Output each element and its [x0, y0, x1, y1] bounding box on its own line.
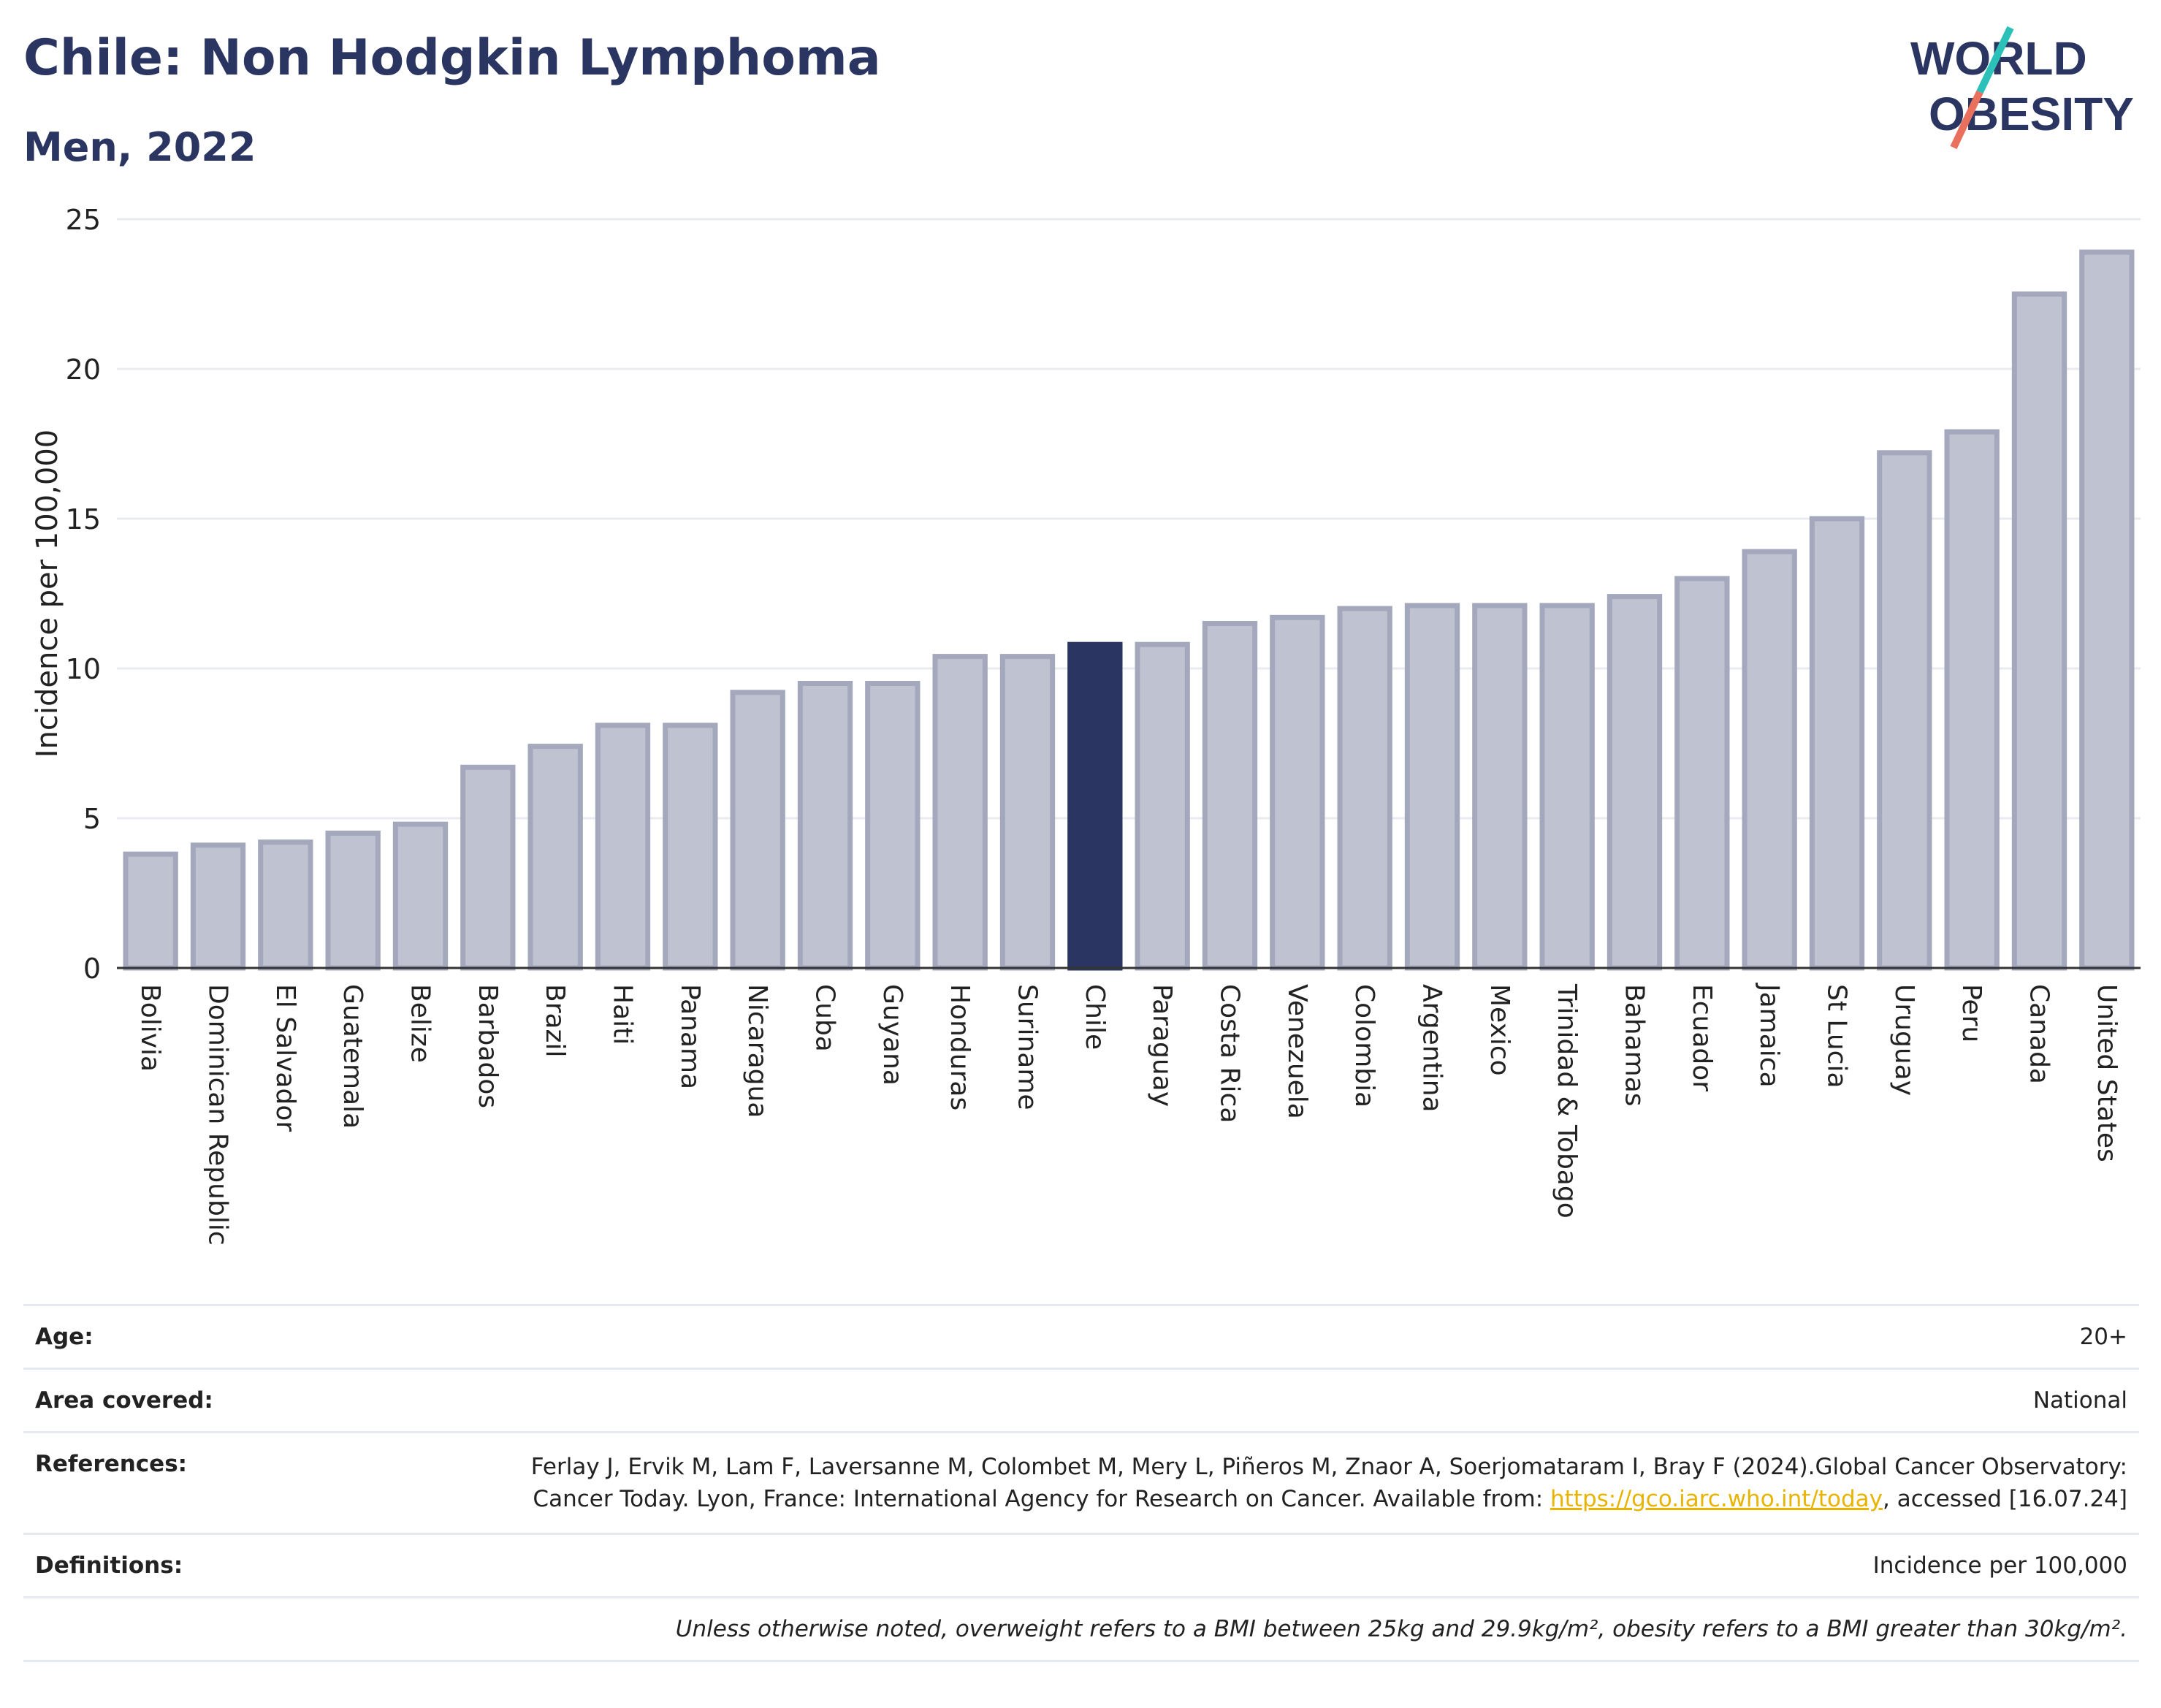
x-tick-labels: Bolivia Dominican Republic El Salvador Guat…: [135, 983, 2122, 1246]
x-tick-label: Peru: [1956, 984, 1986, 1042]
bar-venezuela[interactable]: [1270, 614, 1325, 971]
x-tick-label: Bolivia: [135, 984, 165, 1072]
references-link[interactable]: https://gco.iarc.who.int/today: [1550, 1486, 1883, 1512]
bar-jamaica[interactable]: [1742, 549, 1797, 971]
metadata-table: Age: 20+ Area covered: National Referenc…: [23, 1304, 2139, 1662]
x-tick-label: Cuba: [810, 984, 840, 1052]
x-tick-label: Venezuela: [1282, 984, 1312, 1119]
definitions-label: Definitions:: [35, 1552, 183, 1579]
bar-argentina[interactable]: [1404, 603, 1460, 971]
area-value: National: [2032, 1387, 2127, 1414]
x-tick-label: Canada: [2024, 984, 2054, 1084]
bar-chile[interactable]: [1067, 641, 1123, 971]
x-tick-label: United States: [2092, 984, 2122, 1162]
x-tick-label: Suriname: [1013, 984, 1043, 1110]
bmi-note: Unless otherwise noted, overweight refer…: [675, 1616, 2127, 1642]
x-tick-label: Nicaragua: [742, 984, 772, 1118]
x-tick-label: Honduras: [945, 984, 975, 1110]
grid-lines: [117, 218, 2141, 820]
x-tick-label: St Lucia: [1822, 984, 1852, 1089]
bar-panama[interactable]: [663, 723, 718, 971]
bar-paraguay[interactable]: [1135, 641, 1190, 971]
bar-belize[interactable]: [392, 821, 449, 971]
age-label: Age:: [35, 1324, 94, 1350]
bar-united-states[interactable]: [2079, 249, 2135, 971]
y-tick-label: 25: [66, 204, 101, 236]
bar-uruguay[interactable]: [1877, 450, 1932, 971]
bar-honduras[interactable]: [932, 654, 988, 971]
x-tick-label: Mexico: [1485, 984, 1514, 1076]
bar-dominican-republic[interactable]: [190, 842, 246, 971]
area-label: Area covered:: [35, 1387, 213, 1414]
x-tick-label: Argentina: [1417, 984, 1447, 1113]
bar-chart: 0 5 10 15 20 25 Bolivia Dominican Republic El S…: [31, 204, 2141, 1246]
age-row: Age: 20+: [23, 1304, 2139, 1368]
area-row: Area covered: National: [23, 1368, 2139, 1431]
x-tick-label: Paraguay: [1147, 984, 1177, 1107]
x-tick-label: Trinidad & Tobago: [1552, 983, 1582, 1219]
x-tick-label: Haiti: [608, 984, 638, 1045]
bar-cuba[interactable]: [797, 681, 853, 971]
bar-ecuador[interactable]: [1674, 576, 1730, 971]
references-text: Ferlay J, Ervik M, Lam F, Laversanne M, …: [530, 1454, 2127, 1512]
definitions-value: Incidence per 100,000: [1872, 1552, 2127, 1579]
bar-canada[interactable]: [2011, 291, 2067, 971]
bar-suriname[interactable]: [999, 654, 1056, 971]
bar-bolivia[interactable]: [123, 851, 178, 971]
y-tick-label: 15: [66, 503, 101, 535]
bar-bahamas[interactable]: [1607, 594, 1663, 971]
x-tick-label: Colombia: [1349, 984, 1379, 1107]
bar-costa-rica[interactable]: [1202, 621, 1258, 971]
y-axis-label: Incidence per 100,000: [31, 430, 64, 758]
definitions-row: Definitions: Incidence per 100,000: [23, 1533, 2139, 1596]
y-tick-labels: 0 5 10 15 20 25: [66, 204, 101, 985]
x-tick-label: Guatemala: [338, 984, 367, 1129]
references-row: References: Ferlay J, Ervik M, Lam F, La…: [23, 1431, 2139, 1533]
x-tick-label: Costa Rica: [1215, 984, 1245, 1123]
age-value: 20+: [2079, 1324, 2127, 1350]
references-label: References:: [35, 1451, 188, 1477]
x-tick-label: El Salvador: [270, 984, 300, 1132]
bar-brazil[interactable]: [527, 744, 583, 971]
bar-guatemala[interactable]: [325, 831, 381, 971]
bar-trinidad-tobago[interactable]: [1539, 603, 1595, 971]
bar-barbados[interactable]: [460, 764, 516, 971]
y-tick-label: 0: [83, 953, 101, 985]
x-tick-label: Dominican Republic: [203, 984, 233, 1246]
x-tick-label: Brazil: [540, 984, 570, 1057]
bar-mexico[interactable]: [1472, 603, 1528, 971]
x-tick-label: Panama: [675, 984, 705, 1089]
x-tick-label: Chile: [1080, 984, 1110, 1050]
bar-el-salvador[interactable]: [258, 839, 313, 971]
note-row: Unless otherwise noted, overweight refer…: [23, 1596, 2139, 1662]
bar-peru[interactable]: [1944, 429, 2000, 971]
chart-title: Chile: Non Hodgkin Lymphoma: [23, 29, 881, 87]
x-tick-label: Bahamas: [1620, 984, 1650, 1107]
bar-nicaragua[interactable]: [730, 690, 785, 971]
bar-st-lucia[interactable]: [1809, 516, 1865, 971]
x-tick-label: Barbados: [473, 984, 503, 1108]
x-tick-label: Belize: [405, 984, 435, 1063]
bar-guyana[interactable]: [865, 681, 921, 971]
bar-haiti[interactable]: [595, 723, 651, 971]
chart-subtitle: Men, 2022: [23, 124, 256, 170]
y-tick-label: 5: [83, 803, 101, 835]
y-tick-label: 10: [66, 653, 101, 685]
x-tick-label: Uruguay: [1889, 984, 1919, 1096]
y-tick-label: 20: [66, 354, 101, 386]
x-tick-label: Guyana: [877, 984, 907, 1086]
bar-colombia[interactable]: [1337, 606, 1392, 971]
world-obesity-logo: WORLD OBESITY: [1910, 26, 2134, 150]
x-tick-label: Jamaica: [1754, 983, 1784, 1088]
bars: [123, 249, 2135, 971]
x-tick-label: Ecuador: [1687, 984, 1717, 1091]
